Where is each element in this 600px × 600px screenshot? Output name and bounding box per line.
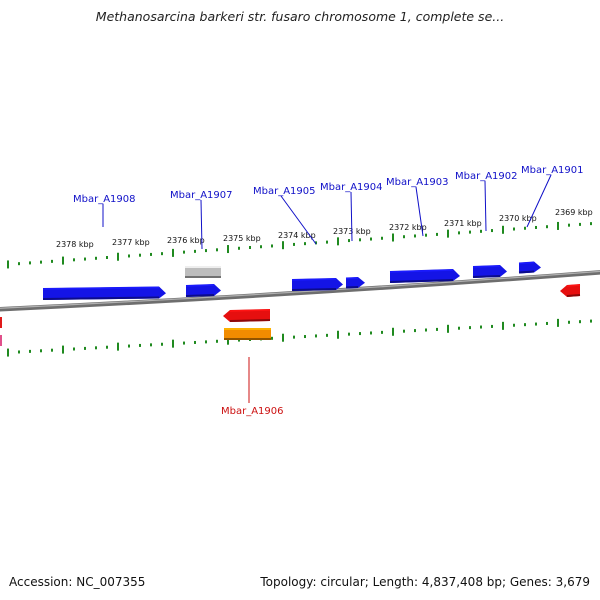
- gene-reverse-edge-shadow: [566, 294, 581, 297]
- callout-line: [200, 199, 203, 250]
- gene-mbar-a1907[interactable]: [185, 284, 221, 297]
- gene-mbar-a1908-shadow: [42, 296, 160, 300]
- ruler-label: 2378 kbp: [56, 240, 94, 249]
- gene-mbar-a1905-highlight: [291, 278, 337, 281]
- genome-summary-text: Topology: circular; Length: 4,837,408 bp…: [260, 575, 590, 589]
- gene-mbar-a1902[interactable]: [472, 265, 507, 278]
- map-title: Methanosarcina barkeri str. fusaro chrom…: [95, 9, 505, 24]
- gene-mbar-a1903-shadow: [389, 279, 454, 283]
- ruler-label: 2376 kbp: [167, 236, 205, 245]
- gene-mbar-a1903[interactable]: [389, 269, 460, 283]
- chromosome-backbone: [0, 270, 600, 312]
- gene-mbar-a1903-highlight: [389, 269, 454, 273]
- callout-line: [350, 191, 353, 242]
- gene-reverse-edge-body[interactable]: [560, 284, 580, 297]
- gene-label[interactable]: Mbar_A1901: [521, 165, 584, 176]
- ruler-label: 2369 kbp: [555, 208, 593, 217]
- gene-mbar-a1901-shadow: [518, 270, 535, 274]
- gene-label[interactable]: Mbar_A1903: [386, 177, 449, 188]
- gene-mbar-a1902-body[interactable]: [473, 265, 507, 278]
- gene-mbar-a1907-highlight: [185, 284, 215, 287]
- inner-ruler: [7, 318, 592, 357]
- gene-mbar-a1902-highlight: [472, 265, 501, 268]
- callouts-layer: Mbar_A1908 Mbar_A1907 Mbar_A1905 Mbar_A1904…: [73, 165, 584, 417]
- gene-mbar-a1908-highlight: [42, 286, 160, 290]
- rna-reverse-strand[interactable]: [224, 328, 271, 340]
- gene-label[interactable]: Mbar_A1905: [253, 186, 316, 197]
- gene-mbar-a1907-shadow: [185, 294, 215, 297]
- callout-line: [280, 195, 317, 245]
- gene-mbar-a1905-body[interactable]: [292, 278, 343, 291]
- gene-label[interactable]: Mbar_A1908: [73, 194, 136, 205]
- callout-line: [484, 180, 487, 232]
- gene-mbar-a1906-body[interactable]: [223, 309, 270, 322]
- ruler-label: 2375 kbp: [223, 234, 261, 243]
- gene-reverse-edge[interactable]: [560, 284, 581, 297]
- rna-reverse-strand-body[interactable]: [224, 328, 271, 340]
- gene-label[interactable]: Mbar_A1906: [221, 406, 284, 417]
- feature-other[interactable]: [185, 266, 221, 278]
- gene-mbar-a1901-highlight: [518, 261, 535, 265]
- gene-mbar-a1906[interactable]: [223, 309, 271, 322]
- ruler-label: 2377 kbp: [112, 238, 150, 247]
- ruler-label: 2370 kbp: [499, 214, 537, 223]
- ruler-label: 2371 kbp: [444, 219, 482, 228]
- edge-feature-fragment: [0, 317, 2, 328]
- accession-text: Accession: NC_007355: [9, 575, 146, 589]
- gene-reverse-edge-highlight: [566, 284, 581, 287]
- chromosome-backbone-highlight: [0, 270, 600, 309]
- ruler-label: 2372 kbp: [389, 223, 427, 232]
- features-layer: [42, 261, 581, 340]
- gene-mbar-a1908[interactable]: [42, 286, 166, 301]
- gene-mbar-a1908-body[interactable]: [43, 286, 166, 301]
- gene-mbar-a1904-shadow: [345, 286, 359, 289]
- gene-mbar-a1906-highlight: [229, 309, 271, 312]
- gene-label[interactable]: Mbar_A1904: [320, 182, 383, 193]
- gene-label[interactable]: Mbar_A1902: [455, 171, 518, 182]
- gene-mbar-a1906-shadow: [229, 319, 271, 322]
- gene-mbar-a1901-body[interactable]: [519, 261, 541, 274]
- gene-mbar-a1904-body[interactable]: [346, 277, 365, 289]
- edge-feature-fragment: [0, 335, 2, 346]
- feature-other-body[interactable]: [185, 266, 221, 278]
- gene-mbar-a1901[interactable]: [518, 261, 541, 274]
- gene-mbar-a1905-shadow: [291, 288, 337, 291]
- gene-mbar-a1907-body[interactable]: [186, 284, 221, 297]
- callout-line: [526, 174, 552, 228]
- gene-mbar-a1904-highlight: [345, 277, 359, 280]
- callout-line: [415, 186, 424, 237]
- ruler-label: 2374 kbp: [278, 231, 316, 240]
- gene-label[interactable]: Mbar_A1907: [170, 190, 233, 201]
- gene-mbar-a1905[interactable]: [291, 278, 343, 291]
- gene-mbar-a1902-shadow: [472, 275, 501, 278]
- outer-ruler: 2378 kbp 2377 kbp 2376 kbp 2375 kbp 2374 kbp…: [7, 208, 593, 269]
- gene-mbar-a1904[interactable]: [345, 277, 365, 289]
